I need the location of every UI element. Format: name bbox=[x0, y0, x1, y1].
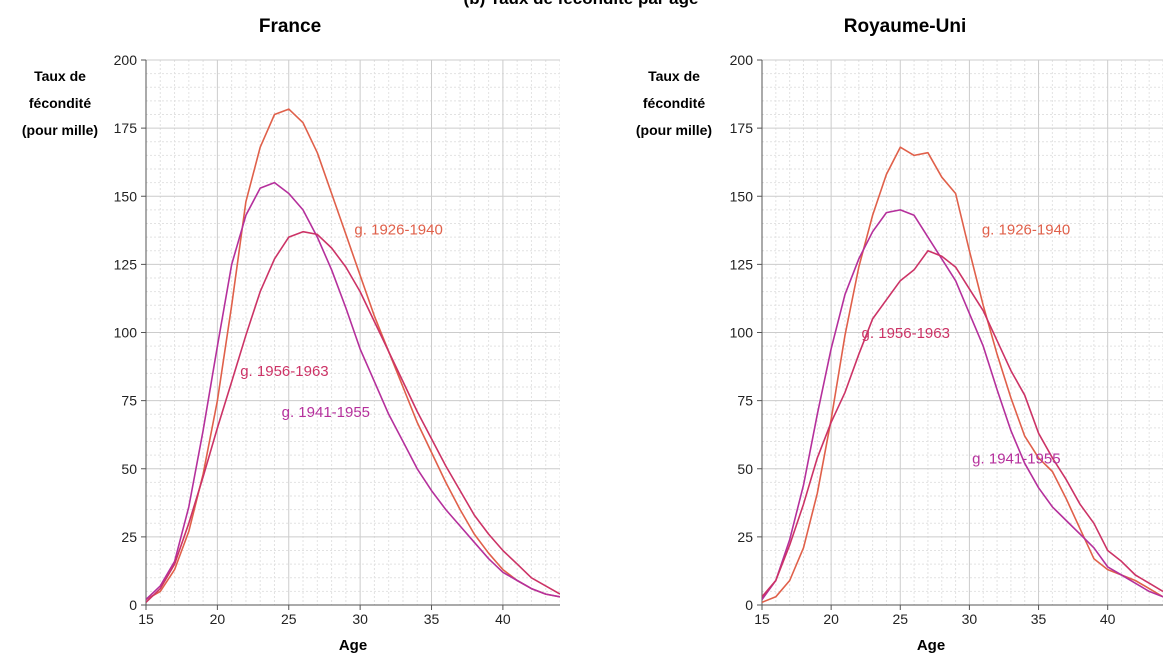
x-tick-label: 30 bbox=[962, 611, 978, 627]
series-annotation: g. 1941-1955 bbox=[282, 404, 370, 421]
y-axis-label: fécondité bbox=[643, 95, 705, 111]
x-axis-label: Age bbox=[339, 637, 367, 653]
y-axis-label: fécondité bbox=[29, 95, 91, 111]
x-tick-label: 20 bbox=[210, 611, 226, 627]
y-tick-label: 50 bbox=[121, 461, 137, 477]
y-tick-label: 100 bbox=[114, 325, 138, 341]
series-line bbox=[146, 181, 560, 601]
y-tick-label: 25 bbox=[737, 529, 753, 545]
y-tick-label: 50 bbox=[737, 461, 753, 477]
series-line bbox=[762, 146, 1163, 604]
y-tick-label: 75 bbox=[737, 393, 753, 409]
y-axis-label: Taux de bbox=[648, 68, 700, 84]
chart-panel-0: 0 25 50 75 100 125 150 175 200 15 20 25 30 35 40 g. 192… bbox=[22, 16, 560, 654]
y-tick-label: 150 bbox=[114, 188, 138, 204]
y-tick-label: 125 bbox=[114, 256, 138, 272]
x-tick-label: 40 bbox=[495, 611, 511, 627]
x-tick-label: 35 bbox=[424, 611, 440, 627]
x-tick-label: 25 bbox=[892, 611, 908, 627]
y-tick-label: 25 bbox=[121, 529, 137, 545]
y-axis-label: (pour mille) bbox=[636, 122, 712, 138]
figure-title: (b) Taux de fécondité par âge bbox=[464, 0, 699, 8]
y-tick-label: 175 bbox=[730, 120, 754, 136]
grid bbox=[146, 59, 560, 605]
series-line bbox=[762, 250, 1163, 598]
y-tick-label: 175 bbox=[114, 120, 138, 136]
y-axis-label: Taux de bbox=[34, 68, 86, 84]
x-tick-label: 15 bbox=[754, 611, 770, 627]
series-annotation: g. 1926-1940 bbox=[354, 221, 442, 238]
grid bbox=[762, 59, 1163, 605]
x-tick-label: 40 bbox=[1100, 611, 1116, 627]
y-axis-label: (pour mille) bbox=[22, 122, 98, 138]
y-tick-label: 200 bbox=[730, 52, 754, 68]
y-tick-label: 0 bbox=[745, 597, 753, 613]
x-tick-label: 35 bbox=[1031, 611, 1047, 627]
chart-title: Royaume-Uni bbox=[844, 16, 966, 37]
y-tick-label: 0 bbox=[129, 597, 137, 613]
series-line bbox=[762, 209, 1163, 600]
chart-title: France bbox=[259, 16, 321, 37]
x-tick-label: 20 bbox=[823, 611, 839, 627]
x-tick-label: 25 bbox=[281, 611, 297, 627]
series-line bbox=[146, 108, 560, 601]
series-annotation: g. 1941-1955 bbox=[972, 450, 1060, 467]
x-tick-label: 30 bbox=[352, 611, 368, 627]
series-annotation: g. 1926-1940 bbox=[982, 221, 1070, 238]
x-axis-label: Age bbox=[917, 637, 945, 653]
series-annotation: g. 1956-1963 bbox=[862, 325, 950, 342]
series-annotation: g. 1956-1963 bbox=[240, 363, 328, 380]
series-group bbox=[762, 146, 1163, 604]
y-tick-label: 125 bbox=[730, 256, 754, 272]
chart-panel-1: 0 25 50 75 100 125 150 175 200 15 20 25 30 35 40 g. 192… bbox=[636, 16, 1163, 654]
y-tick-label: 200 bbox=[114, 52, 138, 68]
x-tick-label: 15 bbox=[138, 611, 154, 627]
y-tick-label: 75 bbox=[121, 393, 137, 409]
series-line bbox=[146, 230, 560, 603]
series-group bbox=[146, 108, 560, 603]
y-tick-label: 150 bbox=[730, 188, 754, 204]
y-tick-label: 100 bbox=[730, 325, 754, 341]
